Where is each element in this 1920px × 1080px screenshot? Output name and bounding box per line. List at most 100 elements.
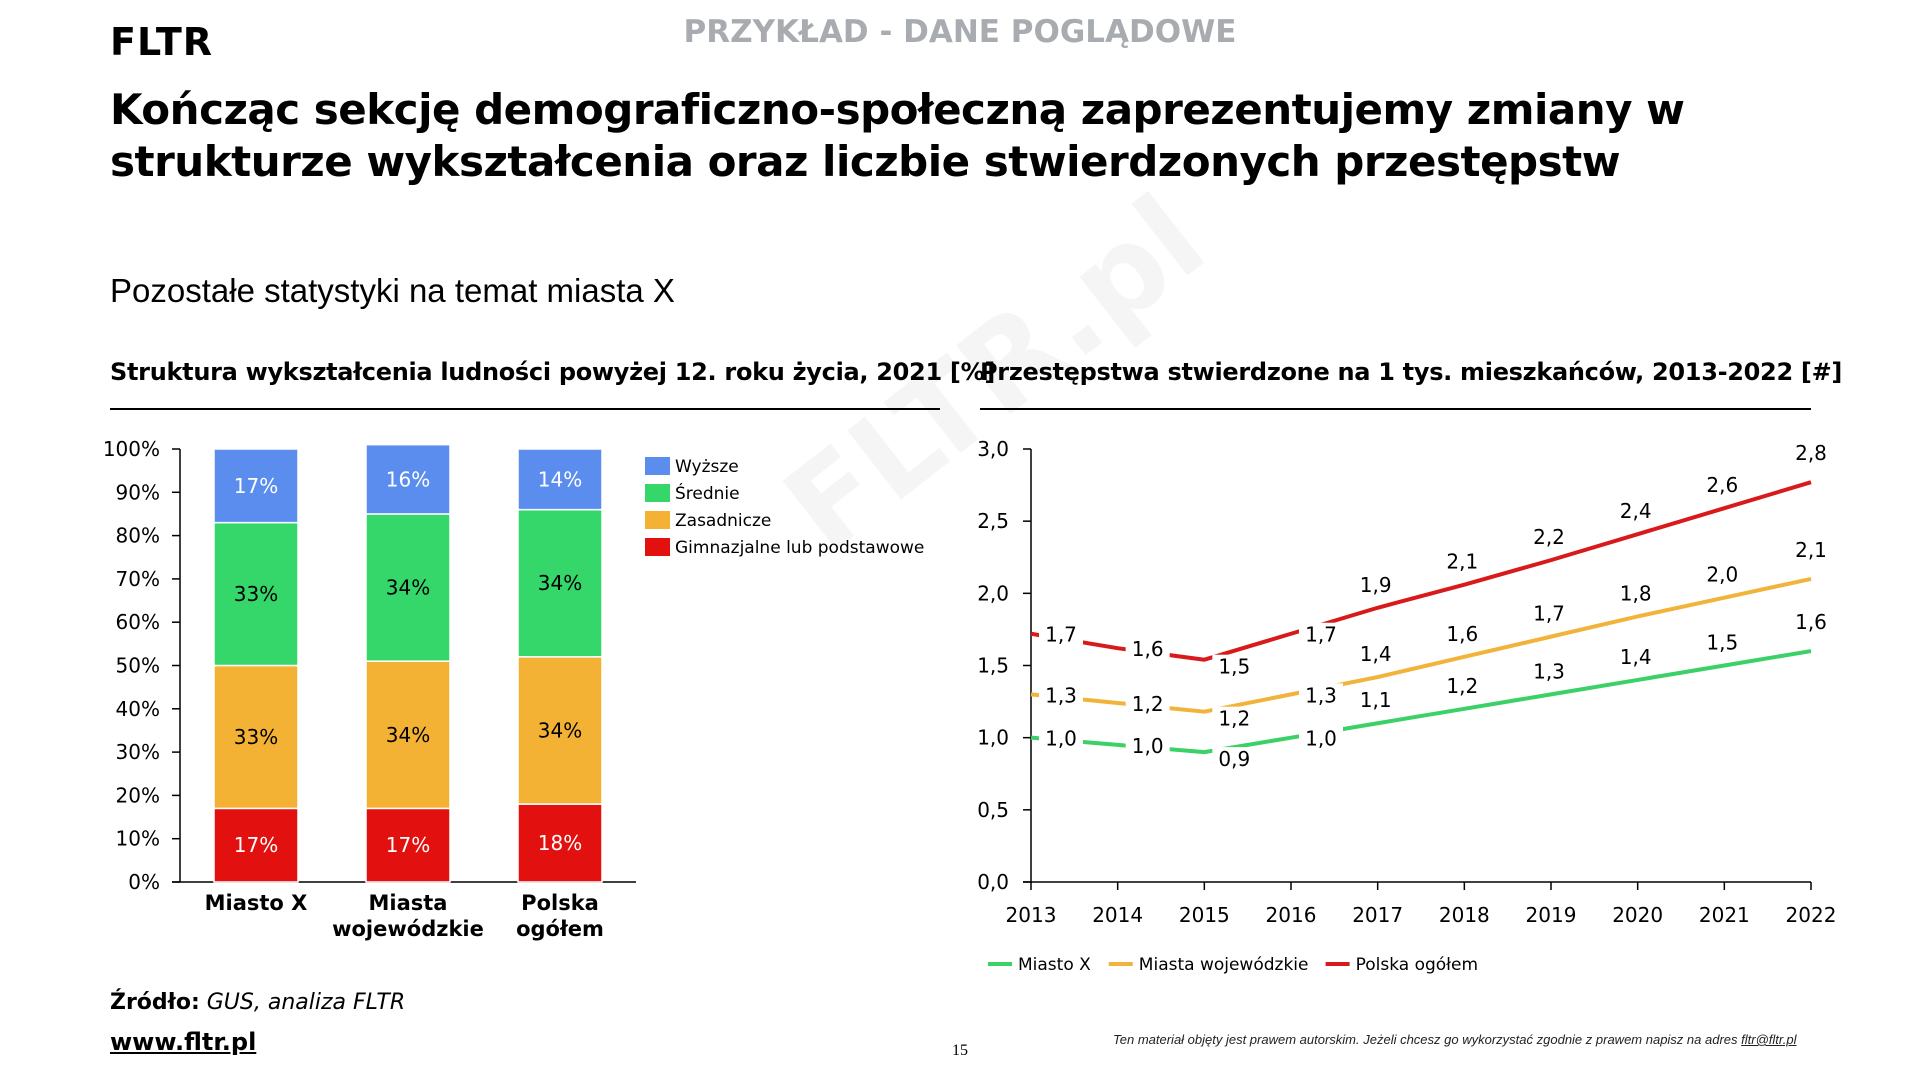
data-label-backing <box>1212 654 1257 681</box>
line-data-label: 1,2 <box>1132 692 1164 716</box>
data-label-backing <box>1212 706 1257 733</box>
line-data-label: 1,6 <box>1446 622 1478 646</box>
line-data-label: 2,2 <box>1533 525 1565 549</box>
bar-segment-wyższe <box>517 448 603 511</box>
y-tick-label: 100% <box>103 437 160 461</box>
line-data-label: 2,8 <box>1795 441 1827 465</box>
x-category-label: Miasta <box>369 891 448 915</box>
x-category-label: Polska <box>521 891 599 915</box>
bar-segment-wyższe <box>365 443 451 515</box>
y-tick-label: 0,0 <box>977 870 1009 894</box>
example-data-notice: PRZYKŁAD - DANE POGLĄDOWE <box>683 14 1237 50</box>
x-tick-label: 2013 <box>1006 903 1057 927</box>
line-data-label: 1,0 <box>1045 727 1077 751</box>
line-data-label: 1,9 <box>1360 573 1392 597</box>
data-label-backing <box>1039 683 1083 710</box>
y-tick-label: 50% <box>116 654 160 678</box>
line-data-label: 1,0 <box>1132 734 1164 758</box>
line-data-label: 2,0 <box>1706 563 1738 587</box>
bar-data-label: 17% <box>234 474 278 498</box>
bar-data-label: 34% <box>538 571 582 595</box>
copyright-email-link[interactable]: fltr@fltr.pl <box>1741 1032 1797 1047</box>
bar-data-label: 16% <box>386 467 430 491</box>
y-tick-label: 0% <box>128 870 160 894</box>
y-tick-label: 3,0 <box>977 437 1009 461</box>
line-data-label: 1,3 <box>1305 683 1337 707</box>
bar-data-label: 14% <box>538 467 582 491</box>
bar-segment-gimnazjalne-lub-podstawowe <box>517 803 603 883</box>
line-data-label: 1,5 <box>1706 631 1738 655</box>
bar-data-label: 34% <box>386 576 430 600</box>
page-title: Kończąc sekcję demograficzno-społeczną z… <box>110 85 1685 186</box>
page-number: 15 <box>952 1042 968 1059</box>
legend-label: Miasto X <box>1018 955 1091 975</box>
x-category-label: ogółem <box>516 917 604 941</box>
bar-segment-gimnazjalne-lub-podstawowe <box>213 807 299 883</box>
line-data-label: 0,9 <box>1218 747 1250 771</box>
line-data-label: 1,8 <box>1620 581 1652 605</box>
line-data-label: 1,1 <box>1360 688 1392 712</box>
data-label-backing <box>1039 726 1083 753</box>
y-tick-label: 2,0 <box>977 581 1009 605</box>
x-category-label: wojewódzkie <box>332 917 484 941</box>
data-label-backing <box>1299 726 1343 753</box>
y-tick-label: 0,5 <box>977 798 1009 822</box>
bar-data-label: 33% <box>234 582 278 606</box>
crime-chart-title-rule <box>980 408 1811 410</box>
line-data-label: 1,2 <box>1446 674 1478 698</box>
legend-swatch <box>645 484 670 502</box>
x-tick-label: 2021 <box>1699 903 1750 927</box>
line-data-label: 1,4 <box>1360 642 1392 666</box>
line-data-label: 2,4 <box>1620 499 1652 523</box>
copyright-text: Ten materiał objęty jest prawem autorski… <box>1113 1032 1742 1047</box>
bar-data-label: 17% <box>234 833 278 857</box>
line-data-label: 1,7 <box>1045 623 1077 647</box>
y-tick-label: 90% <box>116 480 160 504</box>
logo: FLTR <box>110 20 214 64</box>
legend-label: Miasta wojewódzkie <box>1139 955 1309 975</box>
y-tick-label: 20% <box>116 783 160 807</box>
series-line-polska-ogółem <box>1030 480 1812 662</box>
y-tick-label: 2,5 <box>977 509 1009 533</box>
copyright-note: Ten materiał objęty jest prawem autorski… <box>1113 1032 1796 1047</box>
legend-label: Wyższe <box>675 457 739 477</box>
source-note: Źródło: GUS, analiza FLTR <box>110 990 405 1015</box>
x-tick-label: 2016 <box>1266 903 1317 927</box>
line-data-label: 1,7 <box>1305 623 1337 647</box>
crime-rate-chart: 0,0 0,5 1,0 1,5 2,0 2,5 3,0 2013 2014 2015 2016 201… <box>977 437 1836 975</box>
y-tick-label: 60% <box>116 610 160 634</box>
bar-segment-średnie <box>517 508 603 658</box>
x-tick-label: 2022 <box>1786 903 1837 927</box>
y-tick-label: 1,0 <box>977 726 1009 750</box>
bar-segment-średnie <box>213 521 299 667</box>
data-label-backing <box>1299 683 1343 710</box>
y-tick-label: 10% <box>116 827 160 851</box>
data-label-backing <box>1125 637 1170 664</box>
y-tick-label: 30% <box>116 740 160 764</box>
line-data-label: 1,5 <box>1218 655 1250 679</box>
line-data-label: 1,3 <box>1533 659 1565 683</box>
y-tick-label: 40% <box>116 697 160 721</box>
bar-data-label: 33% <box>234 725 278 749</box>
line-data-label: 2,6 <box>1706 473 1738 497</box>
bar-data-label: 34% <box>386 723 430 747</box>
line-data-label: 2,1 <box>1795 538 1827 562</box>
x-tick-label: 2018 <box>1439 903 1490 927</box>
legend-swatch <box>645 457 670 475</box>
education-chart-title: Struktura wykształcenia ludności powyżej… <box>110 358 996 386</box>
legend-swatch <box>645 511 670 529</box>
legend-label: Średnie <box>675 482 740 504</box>
line-data-label: 1,7 <box>1533 602 1565 626</box>
website-link[interactable]: www.fltr.pl <box>110 1028 257 1056</box>
line-data-label: 2,1 <box>1446 550 1478 574</box>
y-tick-label: 1,5 <box>977 654 1009 678</box>
crime-chart-title: Przestępstwa stwierdzone na 1 tys. miesz… <box>980 358 1843 386</box>
bar-segment-gimnazjalne-lub-podstawowe <box>365 807 451 883</box>
data-label-backing <box>1125 733 1170 760</box>
legend-swatch <box>645 538 670 556</box>
bar-segment-zasadnicze <box>517 656 603 805</box>
bar-data-label: 34% <box>538 718 582 742</box>
x-tick-label: 2015 <box>1179 903 1230 927</box>
data-label-backing <box>1125 692 1170 719</box>
